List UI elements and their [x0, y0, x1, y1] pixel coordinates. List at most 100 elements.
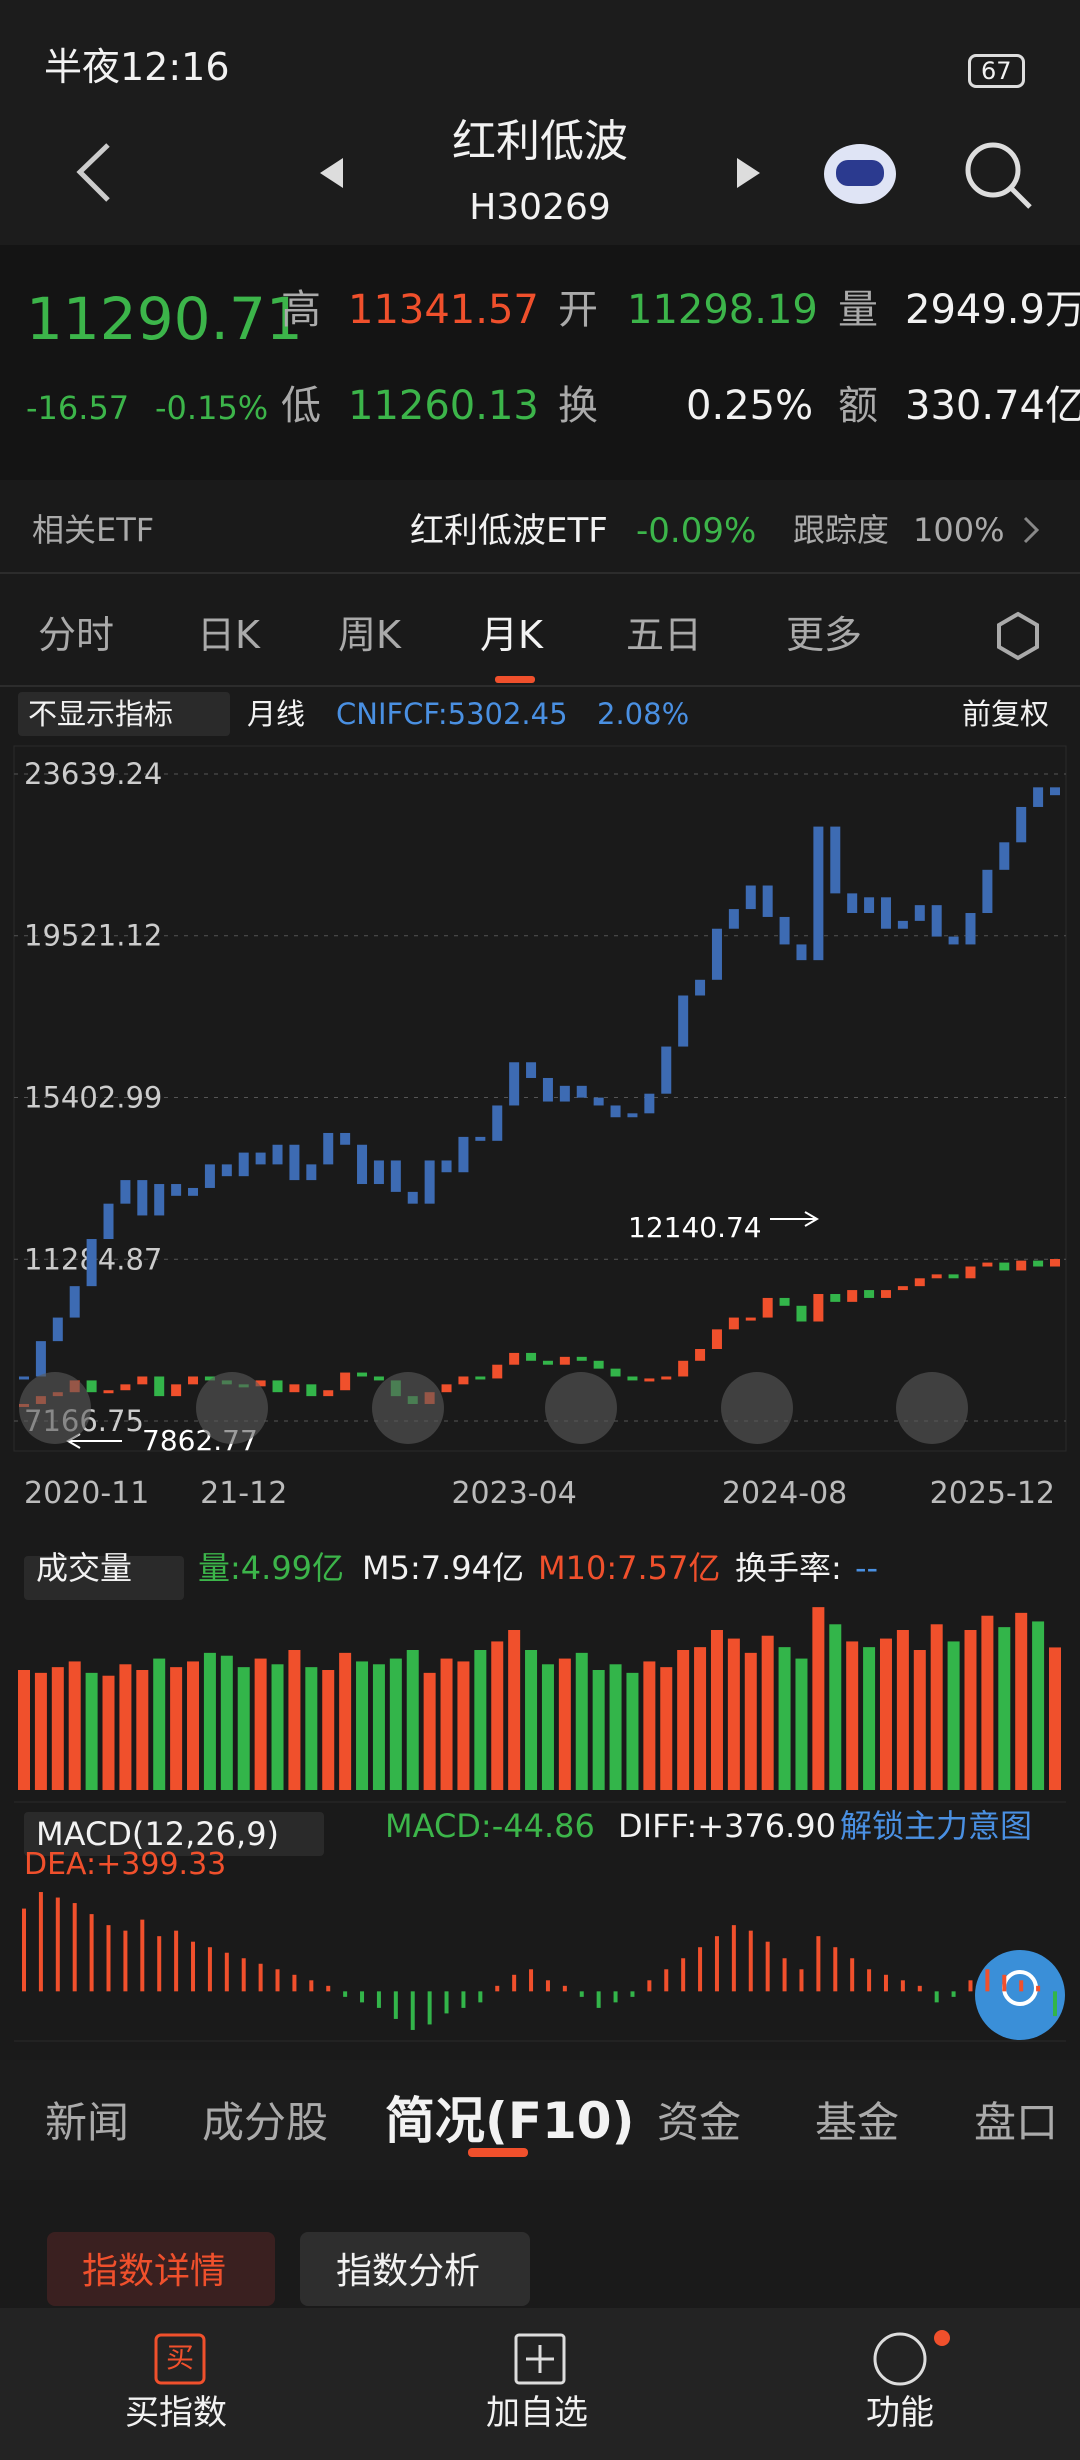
prev-icon[interactable] — [320, 158, 343, 188]
macd-bar — [444, 1991, 449, 2014]
chart-button[interactable] — [19, 1372, 91, 1444]
badge — [934, 2330, 950, 2346]
candle — [103, 1203, 114, 1240]
candle — [559, 1356, 570, 1365]
buy-icon-text: 买 — [166, 2341, 195, 2374]
candle — [542, 1360, 553, 1365]
candle — [661, 1046, 672, 1094]
label: 高 — [281, 287, 321, 333]
tab-underline — [468, 2148, 528, 2157]
candle — [103, 1390, 114, 1394]
volume-bar — [18, 1670, 30, 1790]
candle — [830, 826, 841, 894]
candle — [847, 893, 858, 914]
info-tab[interactable]: 盘口 — [974, 2098, 1059, 2147]
adjust[interactable]: 前复权 — [962, 697, 1050, 731]
candle — [373, 1376, 384, 1381]
volume-bar — [237, 1667, 250, 1790]
macd-bar — [579, 1991, 584, 1997]
plot-frame — [13, 745, 1067, 1452]
volume-bar — [153, 1658, 166, 1790]
candle — [982, 1262, 993, 1267]
candle — [441, 1384, 452, 1393]
chart-button[interactable] — [196, 1372, 268, 1444]
volume-bar — [51, 1667, 64, 1790]
period-tab[interactable]: 分时 — [38, 613, 115, 657]
macd-bar — [630, 1991, 635, 1997]
volume-bar — [710, 1630, 723, 1790]
candle — [1050, 787, 1060, 796]
change: -16.57 — [26, 389, 130, 427]
bulb-button[interactable] — [975, 1950, 1065, 2040]
volume-bar — [998, 1627, 1011, 1790]
period-tab[interactable]: 日K — [197, 613, 260, 657]
nav-label[interactable]: 加自选 — [486, 2393, 588, 2433]
sub-tab-label[interactable]: 指数详情 — [82, 2251, 227, 2292]
volume-bar — [660, 1667, 673, 1790]
unlock[interactable]: 解锁主力意图 — [840, 1807, 1033, 1845]
candle — [188, 1376, 199, 1385]
candle — [188, 1187, 199, 1196]
menu-icon — [873, 2332, 927, 2386]
macd-bar — [562, 1985, 567, 1992]
volume-bar — [592, 1670, 605, 1790]
info-tab[interactable]: 成分股 — [202, 2098, 329, 2147]
sub-tab[interactable] — [300, 2232, 530, 2306]
volume-bar — [271, 1664, 284, 1790]
turnover-value: -- — [855, 1549, 879, 1587]
indicator-box[interactable] — [18, 692, 230, 736]
info-tab-active[interactable]: 简况(F10) — [385, 2092, 635, 2150]
volume-bar — [406, 1650, 419, 1790]
candle — [610, 1105, 621, 1118]
period-tab[interactable]: 周K — [338, 613, 401, 657]
candle — [542, 1077, 553, 1102]
sub-tab-active[interactable] — [47, 2232, 275, 2306]
info-tab[interactable]: 新闻 — [45, 2098, 130, 2147]
indicator[interactable]: 不显示指标 — [28, 697, 174, 731]
etf-label[interactable]: 相关ETF — [32, 511, 155, 549]
price: 11290.71 — [26, 285, 303, 353]
volume-bar — [322, 1670, 335, 1790]
compare[interactable]: CNIFCF:5302.45 — [336, 697, 568, 731]
candle — [931, 1274, 942, 1279]
candle — [526, 1352, 537, 1361]
chevron[interactable] — [1023, 516, 1040, 544]
back-icon[interactable] — [76, 143, 110, 202]
macd-bar — [191, 1941, 196, 1992]
candle — [847, 1290, 858, 1302]
macd-label[interactable]: MACD(12,26,9) — [36, 1815, 280, 1853]
info-tab[interactable]: 资金 — [657, 2098, 742, 2147]
candle — [373, 1160, 384, 1185]
sub-tab-label[interactable]: 指数分析 — [336, 2251, 481, 2292]
volume-bar — [778, 1647, 791, 1790]
volume-bar — [643, 1661, 656, 1790]
info-tab[interactable]: 基金 — [815, 2098, 900, 2147]
nav-label[interactable]: 功能 — [866, 2393, 934, 2433]
candle — [255, 1152, 266, 1165]
candle — [154, 1184, 165, 1216]
candle — [204, 1376, 215, 1381]
next-icon[interactable] — [737, 158, 760, 188]
volume-box[interactable] — [24, 1556, 184, 1600]
chart-button[interactable] — [896, 1372, 968, 1444]
period-tab-active[interactable]: 月K — [480, 613, 543, 657]
settings-icon[interactable] — [997, 611, 1039, 661]
etf-name[interactable]: 红利低波ETF — [410, 511, 608, 551]
chart-button[interactable] — [721, 1372, 793, 1444]
period-tab[interactable]: 更多 — [786, 613, 863, 657]
volume-label[interactable]: 成交量 — [36, 1549, 133, 1587]
label: 换 — [558, 383, 598, 429]
turnover: 0.25% — [686, 383, 814, 429]
chart-button[interactable] — [545, 1372, 617, 1444]
x-tick-label: 2020-11 — [24, 1476, 149, 1511]
macd-box[interactable] — [24, 1812, 324, 1856]
turnover-label: 换手率: — [735, 1549, 842, 1587]
nav-label[interactable]: 买指数 — [125, 2393, 227, 2433]
volume-bar — [305, 1667, 318, 1790]
period-tab[interactable]: 五日 — [626, 613, 703, 657]
search-icon[interactable] — [965, 142, 1021, 198]
macd-bar — [38, 1892, 43, 1992]
candle — [390, 1160, 401, 1192]
volume-bar — [491, 1641, 504, 1790]
chart-button[interactable] — [372, 1372, 444, 1444]
